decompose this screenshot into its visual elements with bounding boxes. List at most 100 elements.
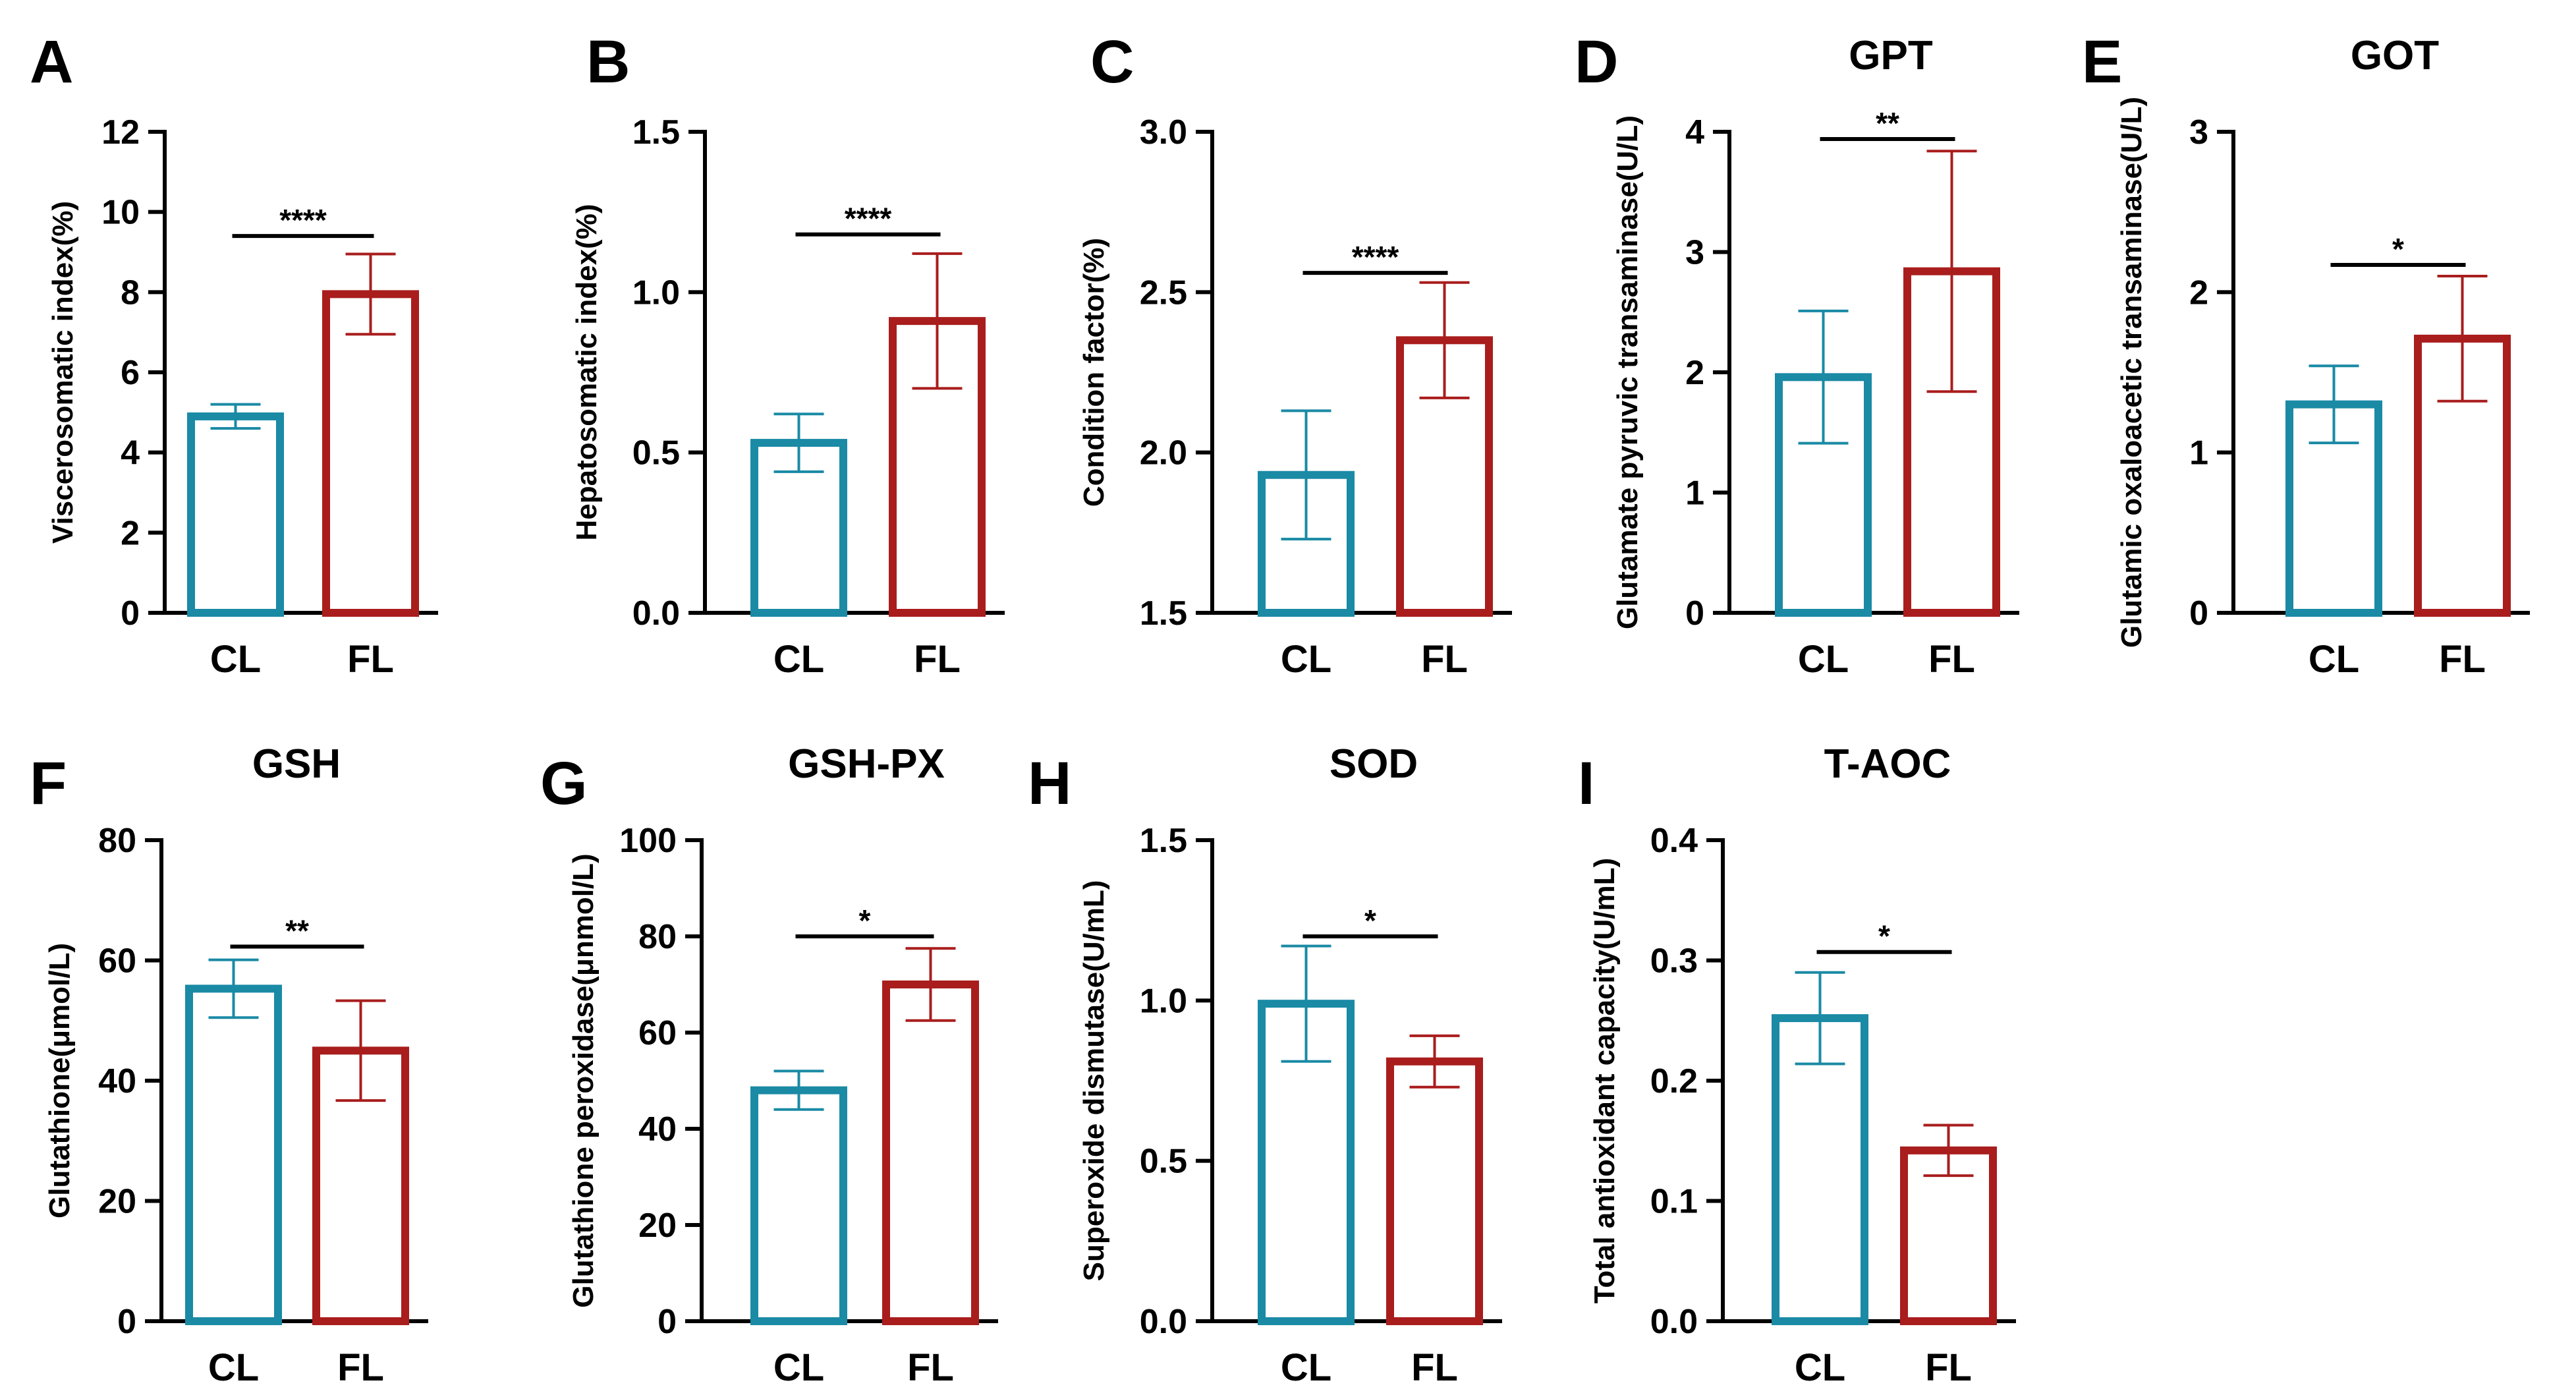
x-tick-label-a-fl: FL [347,638,394,681]
error-bar-b-cl [773,413,824,473]
y-tick-label-a: 12 [101,113,140,152]
y-axis-label-h: Superoxide dismutase(U/mL) [1078,880,1110,1282]
y-axis-label-d: Glutamate pyruvic transaminase(U/L) [1611,115,1644,629]
panel-c: C 1.5 2.0 2.5 3.0 Condition factor(%) CL FL **** [1078,28,1512,681]
panel-title-d: GPT [1849,33,1933,78]
panel-letter-e: E [2082,28,2122,96]
y-tick-label-h: 1.0 [1140,982,1187,1020]
x-tick-label-c-fl: FL [1421,638,1468,681]
x-tick-label-e-cl: CL [2309,638,2359,681]
y-tick-label-c: 1.5 [1140,594,1187,633]
y-tick-label-d: 1 [1685,474,1704,513]
y-tick-label-a: 6 [121,354,140,392]
y-tick-label-a: 10 [101,194,140,232]
y-tick-label-i: 0.0 [1650,1303,1698,1341]
y-tick-label-h: 0.5 [1140,1143,1187,1181]
panel-b: B 0.0 0.5 1.0 1.5 Hepatosomatic index(%) CL FL *… [571,28,1005,681]
y-tick-label-i: 0.4 [1650,822,1698,860]
error-bar-d-cl [1798,309,1849,445]
error-bar-h-fl [1409,1034,1460,1089]
y-tick-label-c: 2.5 [1140,273,1187,312]
y-tick-label-b: 0.5 [632,434,680,472]
y-tick-label-a: 0 [121,594,140,633]
y-axis-label-a: Viscerosomatic index(%) [47,201,79,544]
significance-label-i: * [1878,919,1890,954]
error-bar-e-fl [2437,275,2488,403]
y-tick-label-g: 20 [638,1207,677,1245]
x-tick-label-g-fl: FL [907,1346,954,1389]
significance-label-c: **** [1352,240,1399,274]
panel-letter-b: B [586,28,630,96]
bar-f-cl [185,984,282,1325]
y-tick-label-h: 1.5 [1140,822,1187,860]
panel-title-g: GSH-PX [788,741,945,787]
significance-label-b: **** [845,202,892,236]
error-bar-b-fl [912,252,963,390]
x-tick-label-c-cl: CL [1281,638,1331,681]
panel-letter-a: A [30,28,73,96]
panel-title-i: T-AOC [1824,741,1951,787]
significance-label-e: * [2392,232,2404,266]
bar-a-cl [187,412,284,617]
y-tick-label-a: 8 [121,273,140,312]
y-tick-label-b: 0.0 [632,594,680,633]
panel-title-h: SOD [1330,741,1418,787]
y-tick-label-f: 80 [98,822,136,860]
significance-label-d: ** [1876,106,1899,140]
error-bar-c-cl [1281,409,1331,541]
x-tick-label-g-cl: CL [773,1346,824,1389]
panel-e: E GOT 0 1 2 3 Glutamic oxaloacetic transaminas… [2082,28,2530,681]
y-tick-label-f: 0 [117,1303,136,1341]
y-tick-label-b: 1.0 [632,273,680,312]
y-tick-label-i: 0.2 [1650,1062,1698,1100]
error-bar-h-cl [1281,944,1331,1063]
y-tick-label-d: 0 [1685,594,1704,633]
error-bar-i-cl [1795,971,1845,1066]
significance-label-a: **** [279,203,327,237]
y-tick-label-e: 2 [2189,273,2208,312]
panel-a: A 0 2 4 6 8 10 12 Viscerosomatic index(%) CL FL ***… [30,28,438,681]
bar-g-cl [750,1086,847,1325]
panel-letter-c: C [1090,28,1134,96]
y-tick-label-e: 3 [2189,113,2208,152]
significance-label-h: * [1364,903,1376,938]
panel-g: G GSH-PX 0 20 40 60 80 100 Glutathione peroxidas… [540,741,998,1389]
y-tick-label-f: 60 [98,942,136,981]
y-tick-label-f: 40 [98,1062,136,1100]
y-tick-label-a: 2 [121,514,140,552]
error-bar-f-cl [208,958,259,1019]
error-bar-e-cl [2309,364,2359,445]
panel-letter-f: F [30,750,67,817]
y-tick-label-i: 0.3 [1650,942,1698,981]
x-tick-label-f-fl: FL [337,1346,384,1389]
y-tick-label-d: 4 [1685,113,1704,152]
x-tick-label-a-cl: CL [210,638,261,681]
y-axis-label-i: Total antioxidant capacity(U/mL) [1588,858,1621,1303]
y-tick-label-g: 100 [619,822,677,860]
x-tick-label-d-cl: CL [1798,638,1849,681]
y-axis-label-f: Glutathione(μmol/L) [43,943,76,1218]
bar-g-fl [882,981,979,1325]
y-tick-label-g: 40 [638,1110,677,1149]
x-tick-label-b-cl: CL [773,638,824,681]
error-bar-d-fl [1926,150,1977,393]
error-bar-i-fl [1923,1124,1974,1178]
panel-letter-h: H [1028,750,1071,817]
error-bar-c-fl [1419,281,1470,399]
y-tick-label-g: 0 [658,1303,677,1341]
x-tick-label-b-fl: FL [914,638,961,681]
y-tick-label-f: 20 [98,1183,136,1221]
y-tick-label-d: 3 [1685,234,1704,272]
error-bar-g-cl [773,1069,824,1111]
panel-title-f: GSH [252,741,341,787]
error-bar-g-fl [905,947,956,1022]
x-tick-label-h-cl: CL [1281,1346,1331,1389]
panel-letter-d: D [1575,28,1618,96]
y-tick-label-c: 3.0 [1140,113,1187,152]
panel-h: H SOD 0.0 0.5 1.0 1.5 Superoxide dismutase(U/m… [1028,741,1502,1389]
panel-i: I T-AOC 0.0 0.1 0.2 0.3 0.4 Total antioxidant c… [1578,741,2016,1389]
panel-f: F GSH 0 20 40 60 80 Glutathione(μmol/L) CL FL ** [30,741,428,1389]
x-tick-label-h-fl: FL [1411,1346,1458,1389]
panel-title-e: GOT [2351,33,2439,78]
